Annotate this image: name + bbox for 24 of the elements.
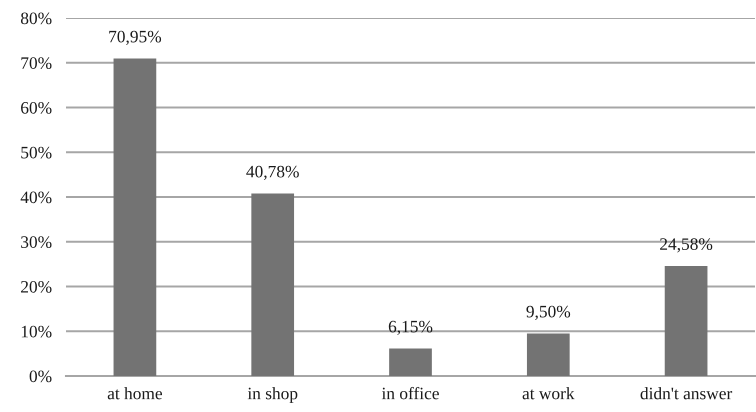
- bar: [251, 194, 294, 376]
- y-tick-label: 60%: [21, 102, 52, 114]
- data-label: 6,15%: [388, 320, 432, 335]
- y-tick-label: 50%: [21, 146, 52, 158]
- x-tick-label: didn't answer: [640, 387, 732, 400]
- y-tick-label: 80%: [20, 12, 52, 24]
- bar: [114, 58, 156, 376]
- y-tick-label: 20%: [21, 280, 52, 293]
- y-tick-label: 30%: [21, 236, 52, 248]
- y-tick-label: 0%: [30, 370, 52, 382]
- data-label: 9,50%: [526, 306, 570, 320]
- bar: [664, 266, 708, 376]
- data-label: 24,58%: [660, 238, 712, 252]
- x-tick-label: in office: [382, 386, 439, 400]
- y-tick-label: 70%: [21, 57, 52, 69]
- x-tick-label: in shop: [248, 387, 298, 403]
- bar: [526, 333, 570, 376]
- x-tick-label: at home: [108, 387, 162, 400]
- y-tick-label: 10%: [22, 326, 52, 338]
- bar: [389, 348, 432, 376]
- data-label: 40,78%: [246, 166, 299, 180]
- data-label: 70,95%: [109, 30, 162, 45]
- x-tick-label: at work: [522, 387, 575, 400]
- y-tick-label: 40%: [20, 191, 52, 204]
